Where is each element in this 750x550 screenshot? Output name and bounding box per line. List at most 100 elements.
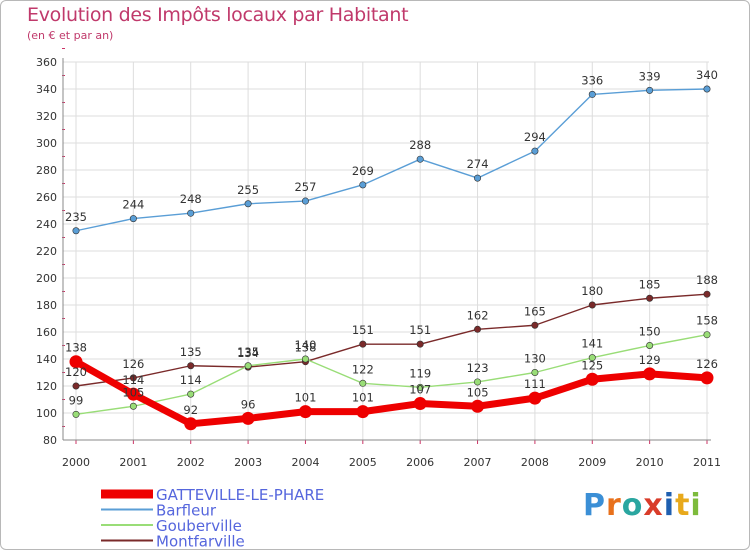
- data-label-montfarville: 151: [409, 323, 431, 337]
- data-label-montfarville: 126: [122, 357, 144, 371]
- data-label-montfarville: 138: [294, 341, 316, 355]
- data-point-gouberville: [588, 354, 596, 362]
- data-point-barfleur: [588, 90, 596, 98]
- legend: GATTEVILLE-LE-PHAREBarfleurGoubervilleMo…: [101, 486, 324, 549]
- x-tick-label: 2006: [406, 456, 434, 469]
- data-label-montfarville: 180: [581, 284, 603, 298]
- data-labels: 235 244 248 255 257 269 288 274 294 336 339 340 120 1…: [65, 68, 718, 417]
- x-tick-label: 2002: [177, 456, 205, 469]
- data-label-barfleur: 274: [467, 157, 489, 171]
- data-label-barfleur: 336: [581, 73, 603, 87]
- data-point-gouberville: [531, 368, 539, 376]
- data-point-montfarville: [531, 321, 539, 329]
- data-point-montfarville: [646, 294, 654, 302]
- y-tick-label: 220: [36, 245, 57, 258]
- data-label-gatteville-le-phare: 107: [409, 383, 431, 397]
- logo-letter: o: [621, 488, 644, 523]
- data-label-gouberville: 119: [409, 366, 431, 380]
- data-point-gouberville: [416, 383, 424, 391]
- data-point-gatteville-le-phare: [241, 411, 255, 425]
- data-label-barfleur: 257: [294, 180, 316, 194]
- data-point-gatteville-le-phare: [184, 417, 198, 431]
- data-point-gouberville: [703, 331, 711, 339]
- data-point-gatteville-le-phare: [528, 391, 542, 405]
- y-tick-label: 80: [43, 434, 57, 447]
- data-label-gouberville: 114: [180, 373, 202, 387]
- data-point-montfarville: [187, 362, 195, 370]
- x-tick-label: 2008: [521, 456, 549, 469]
- data-point-gatteville-le-phare: [298, 405, 312, 419]
- data-label-gatteville-le-phare: 92: [183, 403, 198, 417]
- data-label-montfarville: 185: [639, 277, 661, 291]
- logo-letter: t: [675, 488, 691, 523]
- data-label-barfleur: 269: [352, 164, 374, 178]
- data-label-barfleur: 340: [696, 68, 718, 82]
- data-point-montfarville: [474, 325, 482, 333]
- data-label-barfleur: 339: [639, 69, 661, 83]
- data-label-gouberville: 158: [696, 314, 718, 328]
- data-point-gatteville-le-phare: [700, 371, 714, 385]
- data-point-gouberville: [359, 379, 367, 387]
- data-label-montfarville: 162: [467, 308, 489, 322]
- proxiti-logo: Proxiti: [583, 488, 702, 523]
- data-label-gouberville: 122: [352, 362, 374, 376]
- y-tick-label: 280: [36, 164, 57, 177]
- series-line-barfleur: [75, 88, 708, 232]
- x-tick-label: 2007: [464, 456, 492, 469]
- y-tick-label: 260: [36, 191, 57, 204]
- data-label-gatteville-le-phare: 101: [294, 391, 316, 405]
- data-label-gatteville-le-phare: 114: [122, 373, 144, 387]
- series-line-montfarville: [75, 293, 708, 387]
- data-label-gouberville: 130: [524, 352, 546, 366]
- data-label-gatteville-le-phare: 138: [65, 341, 87, 355]
- data-point-barfleur: [301, 197, 309, 205]
- data-point-montfarville: [416, 340, 424, 348]
- x-tick-label: 2000: [62, 456, 90, 469]
- logo-letter: i: [690, 488, 702, 523]
- data-label-montfarville: 135: [180, 345, 202, 359]
- data-point-gouberville: [301, 355, 309, 363]
- logo-letter: P: [583, 488, 606, 523]
- data-point-barfleur: [187, 209, 195, 217]
- data-point-gatteville-le-phare: [585, 372, 599, 386]
- data-point-montfarville: [359, 340, 367, 348]
- data-point-barfleur: [72, 227, 80, 235]
- y-tick-label: 140: [36, 353, 57, 366]
- legend-label: Gouberville: [156, 517, 242, 535]
- data-point-gouberville: [474, 378, 482, 386]
- data-point-montfarville: [588, 301, 596, 309]
- data-point-barfleur: [646, 86, 654, 94]
- data-point-barfleur: [244, 200, 252, 208]
- data-point-gouberville: [187, 390, 195, 398]
- grid-lines: [63, 61, 709, 441]
- legend-label: Montfarville: [156, 533, 245, 550]
- data-label-barfleur: 244: [122, 198, 144, 212]
- data-label-gatteville-le-phare: 105: [467, 385, 489, 399]
- data-label-gatteville-le-phare: 101: [352, 391, 374, 405]
- y-tick-label: 120: [36, 380, 57, 393]
- data-point-barfleur: [129, 215, 137, 223]
- data-point-gatteville-le-phare: [356, 405, 370, 419]
- x-tick-label: 2001: [119, 456, 147, 469]
- data-point-barfleur: [531, 147, 539, 155]
- data-label-barfleur: 248: [180, 192, 202, 206]
- data-point-montfarville: [72, 382, 80, 390]
- data-point-gouberville: [244, 362, 252, 370]
- data-label-gatteville-le-phare: 129: [639, 353, 661, 367]
- data-point-montfarville: [129, 374, 137, 382]
- data-point-gatteville-le-phare: [413, 397, 427, 411]
- data-label-gouberville: 141: [581, 337, 603, 351]
- data-label-montfarville: 188: [696, 273, 718, 287]
- x-tick-label: 2004: [291, 456, 319, 469]
- legend-label: Barfleur: [156, 502, 217, 520]
- data-label-gouberville: 135: [237, 345, 259, 359]
- x-tick-label: 2003: [234, 456, 262, 469]
- data-label-gatteville-le-phare: 96: [241, 397, 256, 411]
- data-point-barfleur: [474, 174, 482, 182]
- data-label-barfleur: 294: [524, 130, 546, 144]
- data-point-gatteville-le-phare: [69, 355, 83, 369]
- x-tick-label: 2010: [636, 456, 664, 469]
- data-label-barfleur: 288: [409, 138, 431, 152]
- data-point-gatteville-le-phare: [643, 367, 657, 381]
